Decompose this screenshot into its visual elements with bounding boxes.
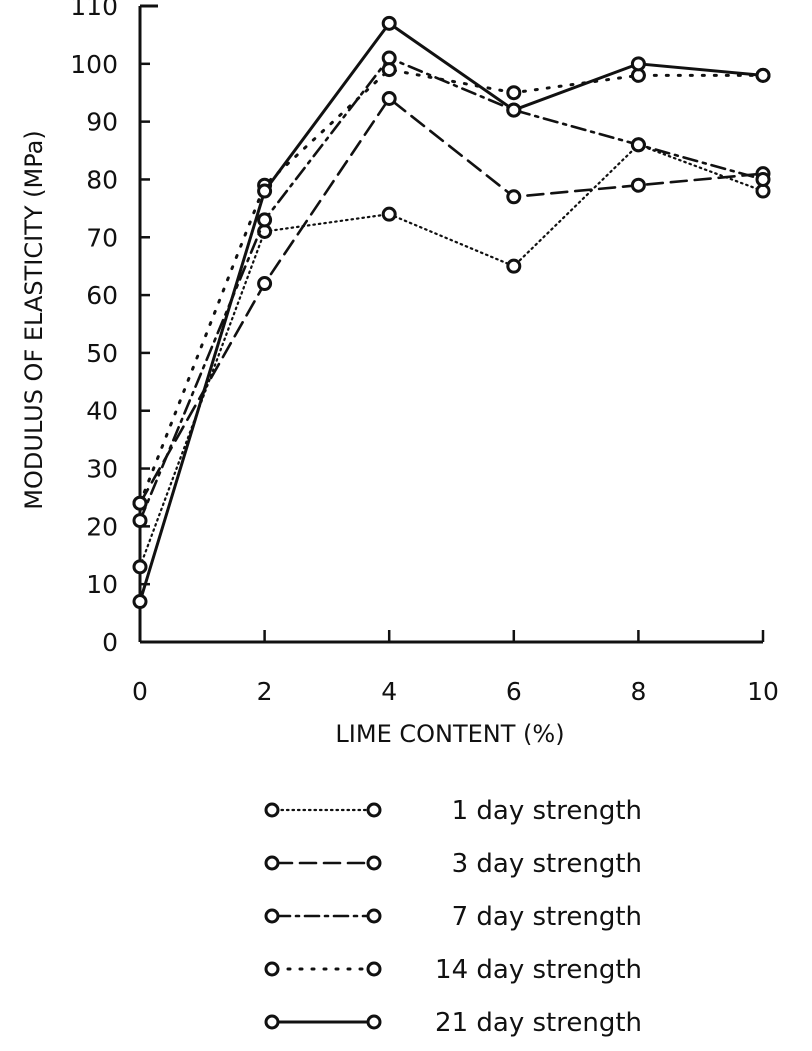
data-point (630, 137, 646, 153)
series-4 (132, 62, 771, 511)
data-point (132, 513, 148, 529)
legend-item: 21 day strength (264, 1008, 642, 1038)
legend-item: 3 day strength (264, 849, 642, 879)
legend-label: 1 day strength (452, 796, 642, 826)
plot-area (132, 15, 771, 610)
legend-marker (264, 961, 280, 977)
data-point (506, 258, 522, 274)
data-point (257, 276, 273, 292)
data-point (132, 594, 148, 610)
series-line (138, 97, 765, 505)
data-point (257, 183, 273, 199)
legend-label: 21 day strength (435, 1008, 642, 1038)
data-point (630, 56, 646, 72)
y-tick-label: 20 (86, 512, 118, 541)
data-point (381, 206, 397, 222)
data-point (506, 189, 522, 205)
data-point (257, 212, 273, 228)
y-axis-label: MODULUS OF ELASTICITY (MPa) (20, 130, 48, 509)
legend-marker (264, 1014, 280, 1030)
x-tick-label: 0 (132, 677, 148, 706)
x-tick-label: 4 (381, 677, 397, 706)
legend-marker (366, 1014, 382, 1030)
legend-marker (366, 961, 382, 977)
y-tick-label: 0 (102, 628, 118, 657)
y-tick-label: 50 (86, 339, 118, 368)
y-tick-label: 30 (86, 455, 118, 484)
x-tick-label: 8 (630, 677, 646, 706)
y-tick-label: 60 (86, 281, 118, 310)
legend-marker (366, 908, 382, 924)
data-point (506, 85, 522, 101)
y-tick-label: 10 (86, 570, 118, 599)
x-tick-label: 2 (257, 677, 273, 706)
legend-item: 14 day strength (264, 955, 642, 985)
legend-marker (264, 908, 280, 924)
series-3 (132, 50, 771, 529)
data-point (381, 15, 397, 31)
y-tick-label: 70 (86, 223, 118, 252)
series-line (138, 143, 765, 568)
series-line (138, 68, 765, 505)
series-5 (132, 15, 771, 610)
legend-label: 14 day strength (435, 955, 642, 985)
data-point (755, 67, 771, 83)
legend-label: 7 day strength (452, 902, 642, 932)
y-tick-label: 40 (86, 397, 118, 426)
data-point (381, 91, 397, 107)
y-tick-label: 90 (86, 108, 118, 137)
legend-marker (264, 802, 280, 818)
legend-marker (264, 855, 280, 871)
data-point (381, 62, 397, 78)
legend-item: 1 day strength (264, 796, 642, 826)
legend-item: 7 day strength (264, 902, 642, 932)
data-point (630, 177, 646, 193)
legend: 1 day strength 3 day strength 7 day streng… (264, 796, 642, 1038)
legend-marker (366, 802, 382, 818)
x-tick-label: 10 (747, 677, 779, 706)
data-point (506, 102, 522, 118)
data-point (132, 559, 148, 575)
axes: 0 10 20 30 40 50 60 70 80 90 100 110 0 2 4 6 8 10 (70, 0, 779, 706)
legend-marker (366, 855, 382, 871)
legend-label: 3 day strength (452, 849, 642, 879)
data-point (132, 495, 148, 511)
series-line (138, 56, 765, 522)
x-axis-label: LIME CONTENT (%) (335, 720, 564, 748)
y-tick-label: 110 (70, 0, 118, 21)
y-tick-label: 80 (86, 165, 118, 194)
x-tick-label: 6 (506, 677, 522, 706)
series-1 (132, 137, 771, 575)
data-point (755, 171, 771, 187)
series-line (138, 21, 765, 604)
y-tick-label: 100 (70, 50, 118, 79)
